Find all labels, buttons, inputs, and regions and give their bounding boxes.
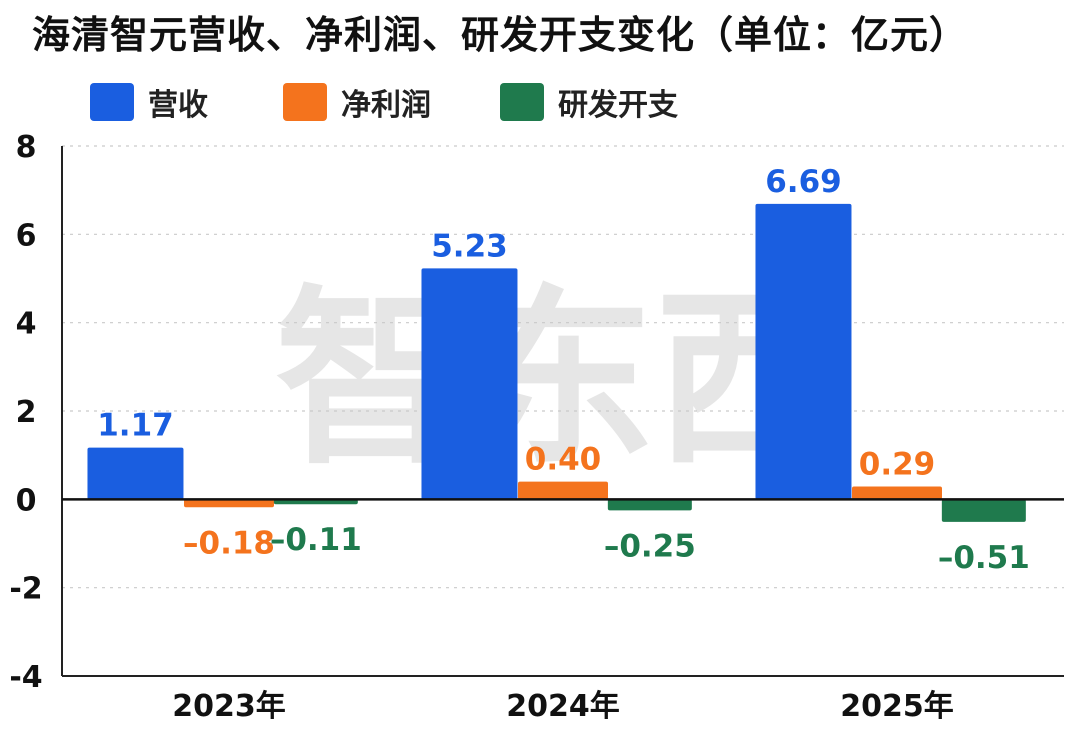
- data-label: –0.11: [270, 522, 362, 558]
- legend-swatch-net-profit: [283, 83, 327, 121]
- bar: [941, 499, 1026, 522]
- y-tick-label: 6: [16, 218, 37, 253]
- bar: [87, 447, 184, 500]
- y-tick-label: 8: [16, 130, 37, 165]
- bar: [607, 499, 692, 511]
- legend-label-rd-expense: 研发开支: [558, 88, 678, 123]
- bar: [852, 486, 942, 500]
- x-tick-label: 2025年: [840, 689, 954, 724]
- y-tick-label: -2: [9, 572, 42, 607]
- y-tick-label: 4: [16, 307, 37, 342]
- data-label: 5.23: [431, 228, 508, 264]
- legend-item-rd-expense: 研发开支: [500, 80, 678, 124]
- legend-swatch-revenue: [90, 83, 134, 121]
- legend-item-net-profit: 净利润: [283, 80, 431, 124]
- legend-swatch-rd-expense: [500, 83, 544, 121]
- y-tick-label: 0: [16, 483, 37, 518]
- bar: [755, 203, 852, 500]
- chart-legend: 营收 净利润 研发开支: [0, 80, 1080, 124]
- watermark-logo: 智东西: [275, 269, 845, 490]
- bar: [184, 499, 274, 508]
- chart-title: 海清智元营收、净利润、研发开支变化（单位：亿元）: [32, 13, 969, 57]
- y-tick-label: 2: [16, 395, 37, 430]
- legend-label-revenue: 营收: [148, 88, 208, 123]
- data-label: –0.18: [183, 525, 275, 561]
- y-tick-label: -4: [9, 660, 42, 695]
- bar: [421, 268, 518, 500]
- legend-item-revenue: 营收: [90, 80, 208, 124]
- data-label: 0.29: [859, 447, 936, 483]
- bar: [518, 481, 608, 500]
- x-tick-label: 2023年: [172, 689, 286, 724]
- data-label: 6.69: [765, 164, 842, 200]
- data-label: –0.25: [604, 528, 696, 564]
- legend-label-net-profit: 净利润: [341, 88, 431, 123]
- data-label: 0.40: [525, 442, 602, 478]
- data-label: –0.51: [938, 540, 1030, 576]
- data-label: 1.17: [97, 408, 174, 444]
- x-tick-label: 2024年: [506, 689, 620, 724]
